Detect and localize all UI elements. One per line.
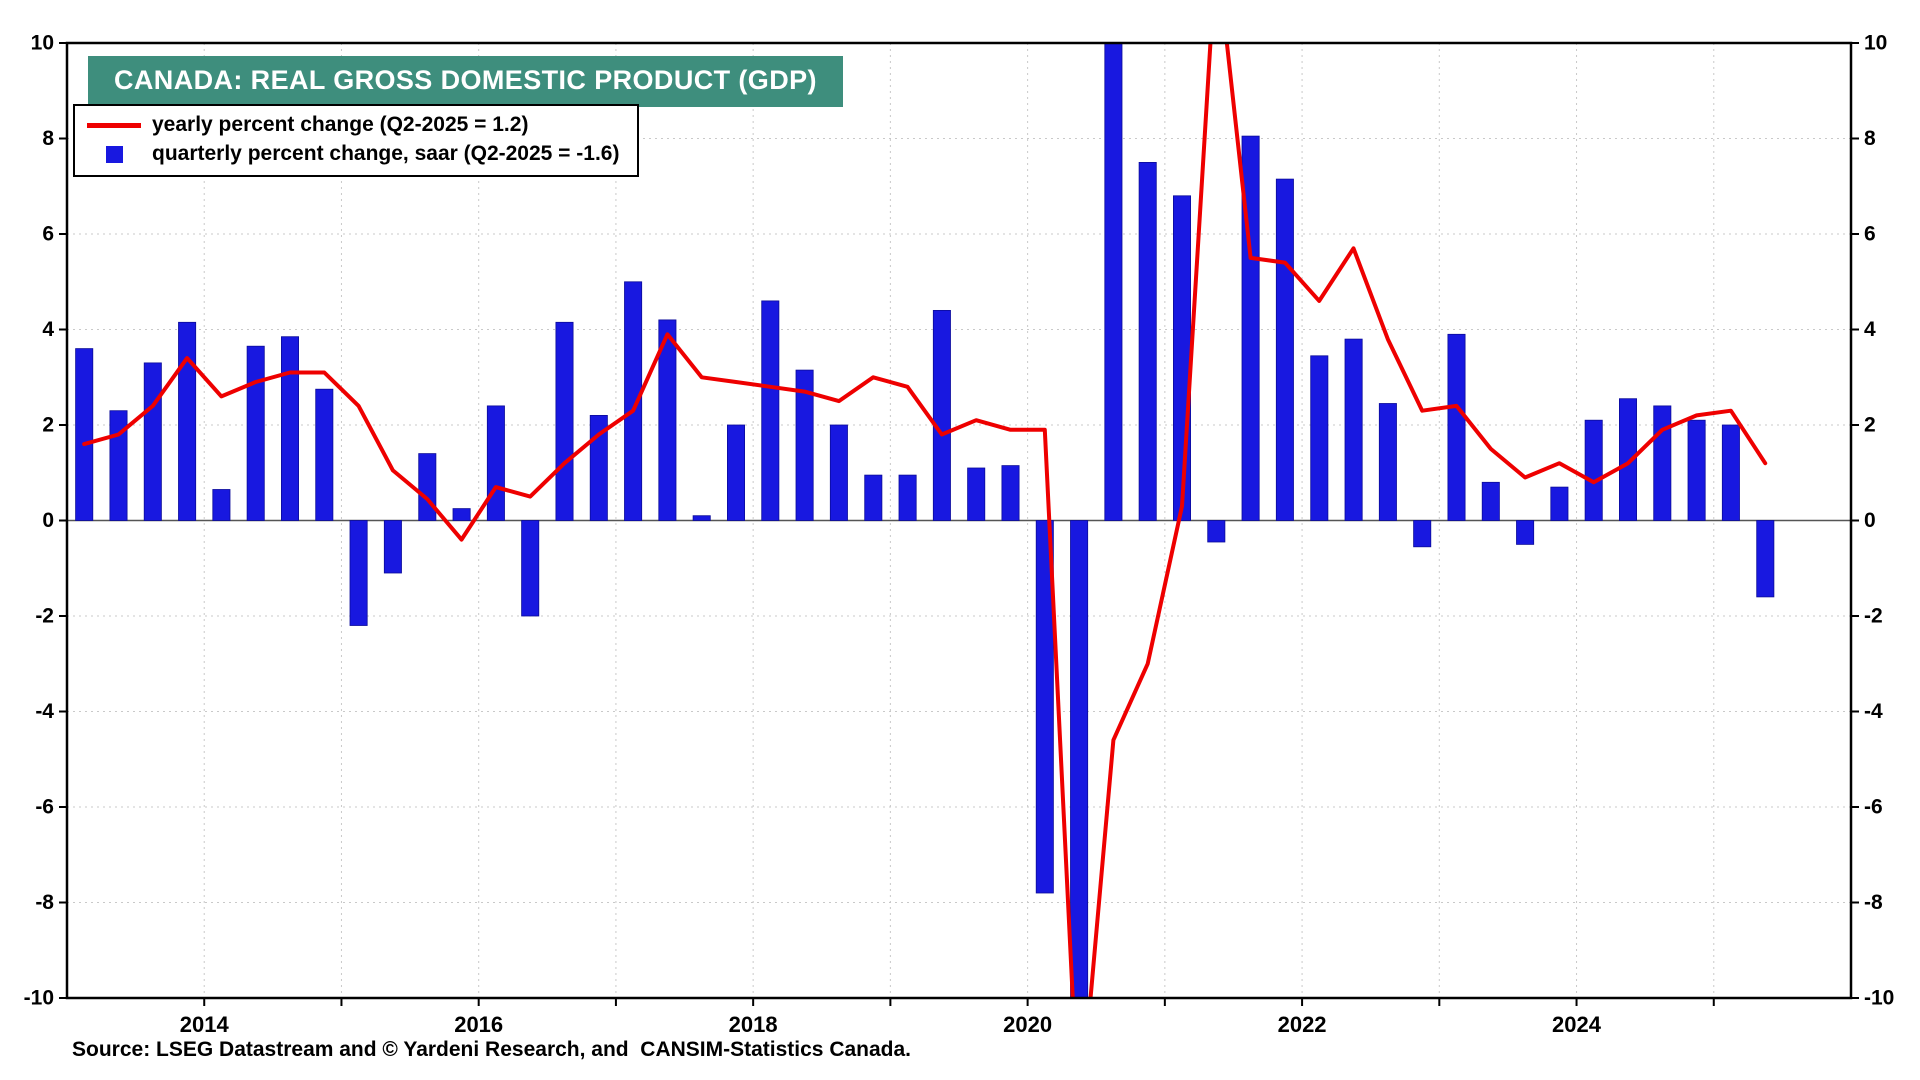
quarterly-change-bar — [1481, 481, 1500, 521]
y-axis-label-left: 10 — [31, 32, 54, 55]
legend-label-yearly: yearly percent change (Q2-2025 = 1.2) — [152, 113, 529, 136]
quarterly-change-bar — [452, 508, 471, 521]
quarterly-change-bar — [109, 410, 128, 521]
y-axis-label-left: -10 — [24, 987, 54, 1010]
y-axis-label-right: 8 — [1864, 127, 1876, 150]
quarterly-change-bar — [1001, 465, 1020, 521]
blue-square-swatch-icon — [105, 145, 123, 163]
quarterly-change-bar — [1070, 520, 1089, 998]
quarterly-change-bar — [932, 309, 951, 521]
quarterly-change-bar — [1687, 419, 1706, 521]
y-axis-label-right: 4 — [1864, 318, 1876, 341]
quarterly-change-bar — [761, 300, 780, 521]
legend-label-quarterly: quarterly percent change, saar (Q2-2025 … — [152, 142, 620, 165]
quarterly-change-bar — [898, 474, 917, 521]
quarterly-change-bar — [1619, 398, 1638, 521]
x-axis-year-label: 2018 — [729, 1012, 778, 1037]
quarterly-change-bar — [1378, 403, 1397, 521]
quarterly-change-bar — [1550, 486, 1569, 521]
quarterly-change-bar — [143, 362, 162, 521]
y-axis-label-right: 2 — [1864, 414, 1876, 437]
quarterly-change-bar — [555, 321, 574, 521]
quarterly-change-bar — [315, 388, 334, 521]
quarterly-change-bar — [1104, 43, 1123, 521]
y-axis-label-left: -4 — [35, 700, 54, 723]
y-axis-label-left: 4 — [42, 318, 54, 341]
quarterly-change-bar — [1447, 333, 1466, 521]
y-axis-label-right: -2 — [1864, 605, 1883, 628]
quarterly-change-bar — [486, 405, 505, 521]
quarterly-change-bar — [589, 414, 608, 521]
y-axis-label-left: 0 — [42, 509, 54, 532]
quarterly-change-bar — [418, 453, 437, 521]
x-axis-year-label: 2014 — [180, 1012, 230, 1037]
quarterly-change-bar — [349, 520, 368, 626]
quarterly-change-bar — [1413, 520, 1432, 548]
quarterly-change-bar — [692, 515, 711, 521]
y-axis-label-left: -6 — [35, 796, 54, 819]
y-axis-label-right: 10 — [1864, 32, 1887, 55]
y-axis-label-right: -6 — [1864, 796, 1883, 819]
x-axis-year-label: 2016 — [454, 1012, 503, 1037]
quarterly-change-bar — [658, 319, 677, 521]
y-axis-label-left: -2 — [35, 605, 54, 628]
quarterly-change-bar — [795, 369, 814, 521]
y-axis-label-right: -8 — [1864, 891, 1883, 914]
y-axis-label-left: 8 — [42, 127, 54, 150]
x-axis-year-label: 2020 — [1003, 1012, 1052, 1037]
yearly-change-line — [82, 43, 1768, 998]
legend-line-swatch — [87, 122, 141, 128]
quarterly-change-bar — [280, 336, 299, 521]
y-axis-label-left: -8 — [35, 891, 54, 914]
quarterly-change-bar — [1310, 355, 1329, 521]
quarterly-change-bar — [727, 424, 746, 521]
quarterly-change-bar — [75, 348, 94, 521]
quarterly-change-bar — [1035, 520, 1054, 894]
quarterly-change-bar — [1173, 195, 1192, 521]
quarterly-change-bar — [1721, 424, 1740, 521]
source-attribution: Source: LSEG Datastream and © Yardeni Re… — [72, 1038, 912, 1061]
x-axis-year-label: 2022 — [1278, 1012, 1327, 1037]
y-axis-label-right: -4 — [1864, 700, 1883, 723]
y-axis-label-right: -10 — [1864, 987, 1894, 1010]
quarterly-change-bar — [1138, 161, 1157, 521]
legend-square-swatch — [87, 145, 141, 163]
y-axis-label-right: 0 — [1864, 509, 1876, 532]
chart-title: CANADA: REAL GROSS DOMESTIC PRODUCT (GDP… — [88, 56, 843, 107]
quarterly-change-bar — [1275, 178, 1294, 521]
quarterly-change-bar — [1344, 338, 1363, 521]
quarterly-change-bar — [1653, 405, 1672, 521]
chart-legend: yearly percent change (Q2-2025 = 1.2) qu… — [73, 104, 640, 177]
y-axis-label-right: 6 — [1864, 223, 1876, 246]
quarterly-change-bar — [967, 467, 986, 521]
quarterly-change-bar — [1756, 520, 1775, 598]
quarterly-change-bar — [212, 489, 231, 521]
legend-item-yearly-line: yearly percent change (Q2-2025 = 1.2) — [87, 113, 619, 137]
quarterly-change-bar — [624, 281, 643, 521]
x-axis-year-label: 2024 — [1552, 1012, 1602, 1037]
quarterly-change-bar — [864, 474, 883, 521]
red-line-swatch-icon — [87, 122, 141, 128]
quarterly-change-bar — [1516, 520, 1535, 545]
legend-item-quarterly-bars: quarterly percent change, saar (Q2-2025 … — [87, 142, 619, 166]
quarterly-change-bar — [1207, 520, 1226, 543]
quarterly-change-bar — [178, 321, 197, 521]
y-axis-label-left: 6 — [42, 223, 54, 246]
y-axis-label-left: 2 — [42, 414, 54, 437]
quarterly-change-bar — [1584, 419, 1603, 521]
quarterly-change-bar — [829, 424, 848, 521]
quarterly-change-bar — [383, 520, 402, 574]
quarterly-change-bar — [521, 520, 540, 617]
quarterly-change-bar — [246, 345, 265, 521]
